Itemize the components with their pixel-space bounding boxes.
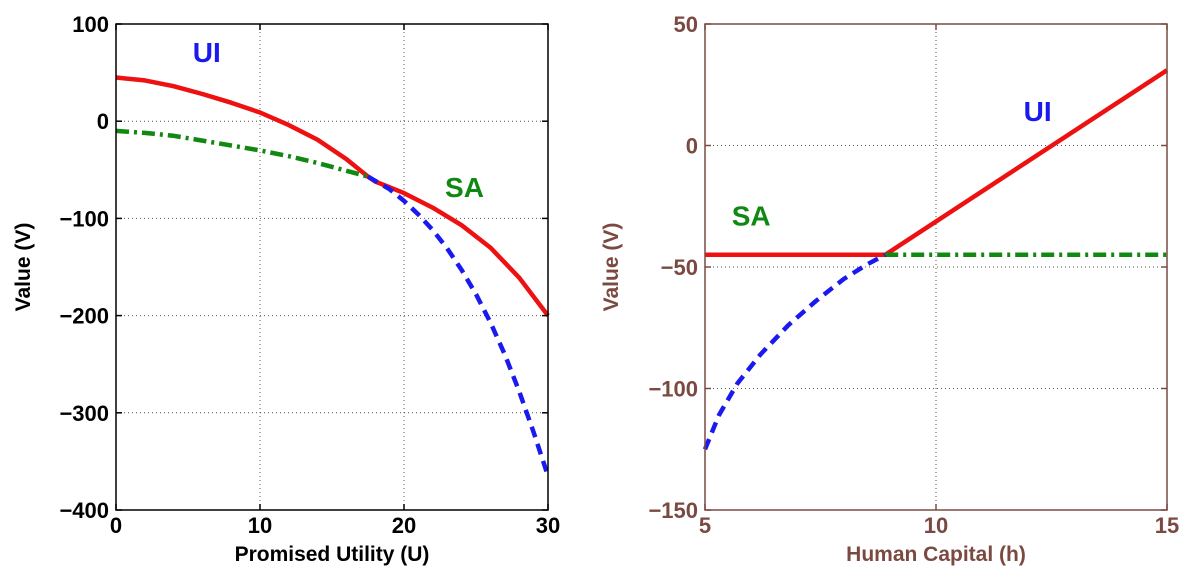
y-tick-label: −400 — [59, 498, 109, 523]
x-tick-label: 15 — [1155, 513, 1179, 538]
x-tick-label: 10 — [248, 513, 272, 538]
x-tick-label: 20 — [392, 513, 416, 538]
y-tick-label: 50 — [674, 12, 698, 37]
curve-annotation-sa: SA — [732, 201, 771, 232]
series-line-dashdot — [115, 128, 369, 179]
y-tick-label: 0 — [97, 109, 109, 134]
curve-annotation-ui: UI — [193, 37, 221, 68]
curve-annotation-ui: UI — [1024, 96, 1052, 127]
series-line-dashed — [366, 174, 551, 477]
y-tick-label: −100 — [648, 377, 698, 402]
x-tick-label: 0 — [110, 513, 122, 538]
series-line-dashed — [702, 252, 887, 451]
curve-annotation-sa: SA — [445, 172, 484, 203]
right-chart-panel: 5 10 15 −150 −100 −50 0 50 Human Capital (h) Valu… — [600, 12, 1179, 566]
y-tick-label: −50 — [661, 255, 698, 280]
x-axis-label: Promised Utility (U) — [235, 543, 430, 566]
y-tick-label: 0 — [686, 134, 698, 159]
y-axis-label: Value (V) — [12, 223, 35, 312]
plot-area — [116, 24, 548, 510]
y-tick-label: −200 — [59, 304, 109, 329]
y-tick-label: −100 — [59, 206, 109, 231]
x-tick-label: 30 — [536, 513, 560, 538]
axes-frame — [115, 23, 549, 511]
x-axis-label: Human Capital (h) — [846, 543, 1026, 566]
y-axis-label: Value (V) — [600, 223, 623, 312]
left-chart-panel: 0 10 20 30 −400 −300 −200 −100 0 100 Promised Util… — [12, 12, 560, 566]
x-tick-label: 5 — [699, 513, 711, 538]
series-line-solid — [115, 75, 550, 317]
y-tick-label: 100 — [72, 12, 109, 37]
y-tick-label: −300 — [59, 401, 109, 426]
x-tick-label: 10 — [924, 513, 948, 538]
y-tick-label: −150 — [648, 498, 698, 523]
